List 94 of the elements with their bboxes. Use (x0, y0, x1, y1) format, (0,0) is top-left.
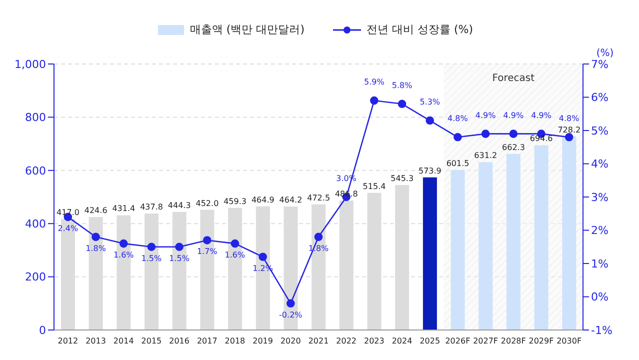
bar (422, 177, 437, 330)
data-label: 424.6 (84, 206, 108, 216)
data-label: 2.4% (58, 224, 78, 233)
data-label: 1.5% (141, 254, 162, 263)
data-label: 1.6% (113, 250, 134, 260)
x-tick-label: 2022 (336, 336, 357, 346)
data-label: 631.2 (474, 151, 498, 160)
y2-tick-label: 4% (591, 158, 608, 171)
y-tick-label: 600 (25, 164, 46, 178)
bar (506, 154, 520, 330)
x-tick-label: 2018 (224, 336, 246, 346)
legend-label: 전년 대비 성장률 (%) (366, 22, 474, 37)
data-label: 437.8 (140, 202, 163, 212)
point (230, 239, 240, 248)
data-label: 1.8% (86, 244, 106, 253)
x-tick-label: 2013 (86, 336, 106, 346)
x-tick-label: 2012 (58, 336, 78, 346)
x-tick-label: 2014 (113, 336, 134, 346)
data-label: 5.8% (392, 80, 413, 90)
point (454, 133, 462, 142)
data-label: 545.3 (390, 174, 414, 183)
point (370, 96, 378, 105)
y2-tick-label: 0% (591, 290, 608, 304)
data-label: 4.8% (558, 114, 580, 124)
y-tick-label: 0 (39, 324, 46, 337)
data-label: 573.9 (418, 166, 442, 176)
y-tick-label: 200 (25, 270, 46, 284)
data-label: 431.4 (112, 204, 136, 214)
data-label: 4.9% (475, 110, 496, 120)
data-label: 464.9 (251, 195, 274, 204)
data-label: 601.5 (446, 159, 470, 168)
y2-tick-label: 7% (591, 58, 608, 71)
x-tick-label: 2015 (141, 336, 162, 346)
data-label: 4.9% (503, 110, 524, 120)
y2-axis-title: (%) (596, 48, 614, 59)
data-label: 464.2 (279, 196, 302, 205)
x-tick-label: 2019 (252, 336, 273, 346)
point (286, 299, 295, 308)
point (147, 242, 156, 252)
point (564, 133, 574, 142)
x-tick-label: 2021 (308, 336, 329, 346)
x-tick-label: 2029F (528, 336, 554, 346)
band-label: Forecast (492, 73, 535, 84)
point (481, 130, 490, 138)
data-label: 1.5% (169, 254, 190, 263)
legend-label: 매출액 (백만 대만달러) (190, 22, 305, 37)
x-tick-label: 2020 (280, 336, 301, 346)
x-tick-label: 2017 (196, 336, 218, 346)
data-label: 4.8% (448, 114, 468, 124)
y-tick-label: 400 (25, 218, 46, 231)
data-label: 662.3 (502, 142, 525, 152)
y2-tick-label: 6% (591, 91, 608, 104)
y-tick-label: 800 (25, 111, 46, 124)
x-tick-label: 2016 (169, 336, 190, 346)
y2-tick-label: 2% (591, 224, 608, 238)
data-label: -0.2% (279, 310, 303, 320)
x-tick-label: 2023 (364, 336, 384, 346)
data-label: 515.4 (362, 182, 386, 191)
point (426, 116, 434, 125)
y-tick-label: 1,000 (14, 58, 46, 71)
bar (478, 162, 493, 330)
point (119, 239, 128, 248)
data-label: 5.3% (420, 98, 440, 107)
point (258, 252, 267, 261)
point (202, 236, 212, 244)
y2-tick-label: 3% (591, 190, 608, 204)
bar (450, 170, 465, 330)
data-label: 459.3 (224, 196, 247, 206)
point (398, 100, 406, 108)
data-label: 5.9% (364, 78, 385, 87)
data-label: 452.0 (196, 198, 219, 208)
x-tick-label: 2028F (500, 336, 526, 346)
data-label: 472.5 (307, 193, 330, 202)
point (175, 242, 184, 252)
data-label: 1.6% (224, 250, 246, 260)
data-label: 1.7% (196, 247, 218, 256)
y2-tick-label: 5% (591, 124, 608, 138)
data-label: 444.3 (168, 200, 191, 210)
bar (562, 136, 576, 330)
data-label: 417.0 (56, 208, 80, 218)
data-label: 694.6 (530, 134, 553, 144)
x-tick-label: 2026F (445, 336, 471, 346)
x-tick-label: 2024 (392, 336, 412, 346)
point (509, 130, 518, 138)
y2-tick-label: 1% (591, 257, 608, 270)
x-tick-label: 2027F (473, 336, 498, 346)
y2-tick-label: -1% (591, 324, 612, 337)
x-tick-label: 2030F (556, 336, 582, 346)
data-label: 4.9% (531, 110, 552, 120)
point (92, 232, 100, 242)
bar (534, 145, 548, 330)
x-tick-label: 2025 (420, 336, 440, 346)
data-label: 728.2 (558, 125, 581, 134)
point (314, 232, 323, 242)
